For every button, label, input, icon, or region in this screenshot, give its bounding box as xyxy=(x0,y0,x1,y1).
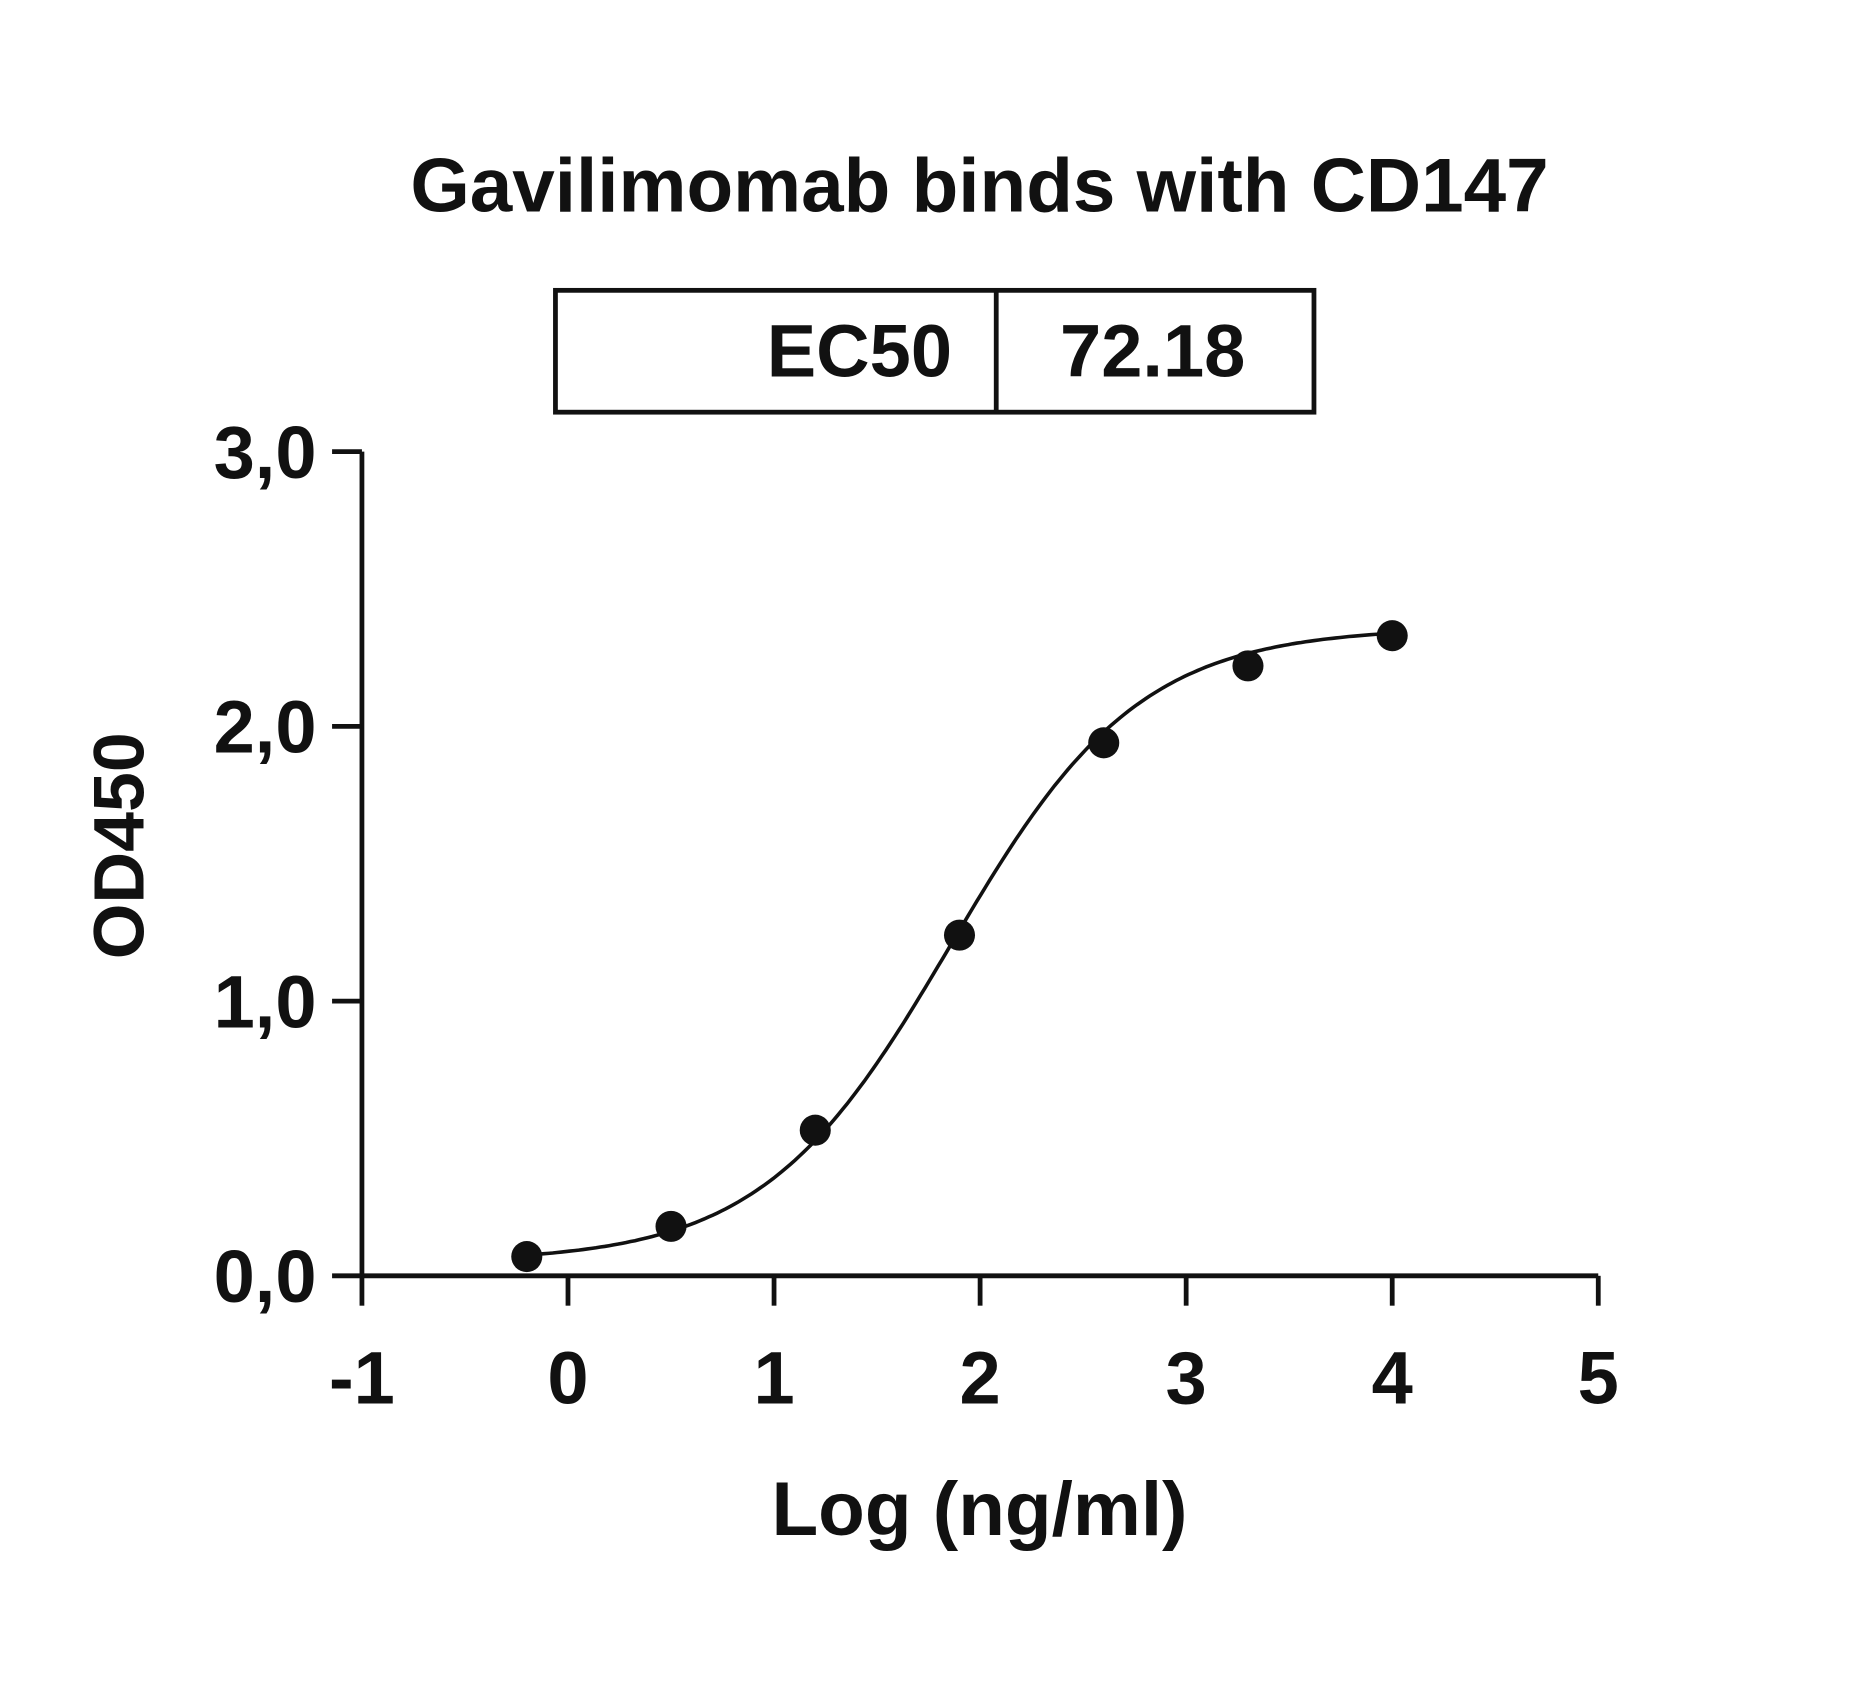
x-axis-label: Log (ng/ml) xyxy=(771,1467,1187,1552)
y-tick-label: 2,0 xyxy=(214,686,317,769)
data-point xyxy=(799,1114,831,1146)
y-axis-label: OD450 xyxy=(79,732,159,959)
y-tick-label: 3,0 xyxy=(214,411,317,494)
data-point xyxy=(511,1241,543,1273)
data-point xyxy=(943,919,976,951)
x-tick-label: 4 xyxy=(1372,1337,1413,1420)
ec50-label: EC50 xyxy=(767,309,952,392)
data-point xyxy=(1088,727,1120,759)
data-point xyxy=(1376,620,1408,652)
ec50-table: EC50 72.18 xyxy=(553,287,1317,415)
y-tick-label: 1,0 xyxy=(214,960,317,1043)
chart-title: Gavilimomab binds with CD147 xyxy=(410,144,1548,229)
x-tick-label: 0 xyxy=(547,1337,588,1420)
ec50-table-border xyxy=(553,287,1317,415)
data-point xyxy=(1232,650,1264,682)
x-tick-label: 3 xyxy=(1166,1337,1207,1420)
x-tick-label: -1 xyxy=(329,1337,395,1420)
data-point xyxy=(655,1210,687,1242)
y-tick-label: 0,0 xyxy=(214,1235,317,1318)
ec50-value: 72.18 xyxy=(1060,309,1245,392)
x-tick-label: 1 xyxy=(753,1337,794,1420)
x-tick-label: 2 xyxy=(960,1337,1001,1420)
x-tick-label: 5 xyxy=(1578,1337,1619,1420)
